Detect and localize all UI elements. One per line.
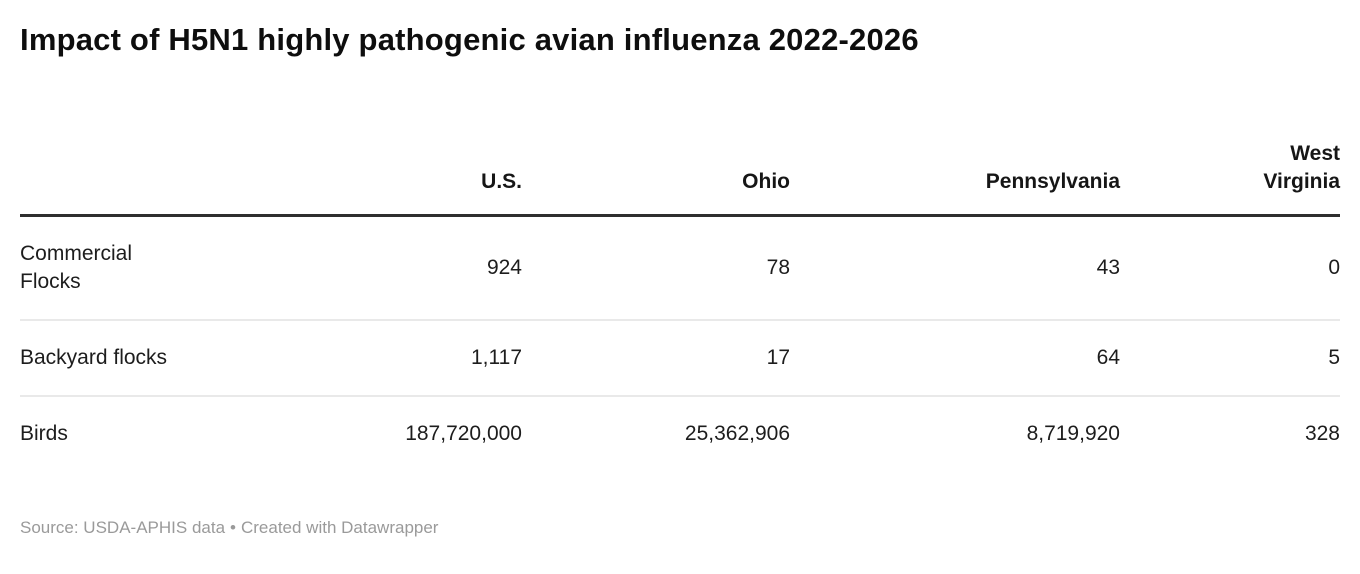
- column-header-west-virginia: West Virginia: [1120, 140, 1340, 217]
- cell-us: 924: [252, 215, 522, 321]
- table-row-birds: Birds 187,720,000 25,362,906 8,719,920 3…: [20, 396, 1340, 471]
- cell-west-virginia: 5: [1120, 320, 1340, 397]
- column-header-label: West Virginia: [1263, 142, 1340, 193]
- cell-us: 187,720,000: [405, 422, 522, 445]
- datawrapper-table-chart: Impact of H5N1 highly pathogenic avian i…: [0, 18, 1360, 539]
- cell-us: 1,117: [252, 320, 522, 397]
- column-header-pennsylvania: Pennsylvania: [790, 140, 1120, 217]
- cell-west-virginia: 328: [1304, 422, 1340, 445]
- data-table: U.S. Ohio Pennsylvania West Virginia Com…: [20, 140, 1340, 471]
- footer-separator: •: [230, 518, 236, 537]
- row-label: Backyard flocks: [20, 320, 252, 397]
- header-row: U.S. Ohio Pennsylvania West Virginia: [20, 140, 1340, 217]
- cell-pennsylvania: 8,719,920: [1026, 422, 1120, 445]
- column-header-us: U.S.: [252, 140, 522, 217]
- cell-ohio: 25,362,906: [684, 422, 790, 445]
- row-label: Birds: [20, 422, 68, 445]
- cell-ohio: 17: [522, 320, 790, 397]
- table-row-commercial-flocks: Commercial Flocks 924 78 43 0: [20, 215, 1340, 321]
- column-header-label: U.S.: [481, 170, 522, 193]
- column-header-label: Pennsylvania: [985, 170, 1120, 193]
- cell-pennsylvania: 64: [790, 320, 1120, 397]
- cell-west-virginia: 0: [1120, 215, 1340, 321]
- cell-ohio: 78: [522, 215, 790, 321]
- footer: Source: USDA-APHIS data • Created with Dat…: [20, 517, 1340, 539]
- table-row-backyard-flocks: Backyard flocks 1,117 17 64 5: [20, 320, 1340, 397]
- column-header-label: Ohio: [742, 170, 790, 193]
- source-text: Source: USDA-APHIS data: [20, 518, 226, 537]
- column-header-empty: [20, 140, 252, 217]
- column-header-ohio: Ohio: [522, 140, 790, 217]
- cell-pennsylvania: 43: [790, 215, 1120, 321]
- chart-title: Impact of H5N1 highly pathogenic avian i…: [20, 22, 919, 57]
- datawrapper-attribution-link[interactable]: Created with Datawrapper: [240, 518, 439, 537]
- row-label: Commercial Flocks: [20, 215, 252, 321]
